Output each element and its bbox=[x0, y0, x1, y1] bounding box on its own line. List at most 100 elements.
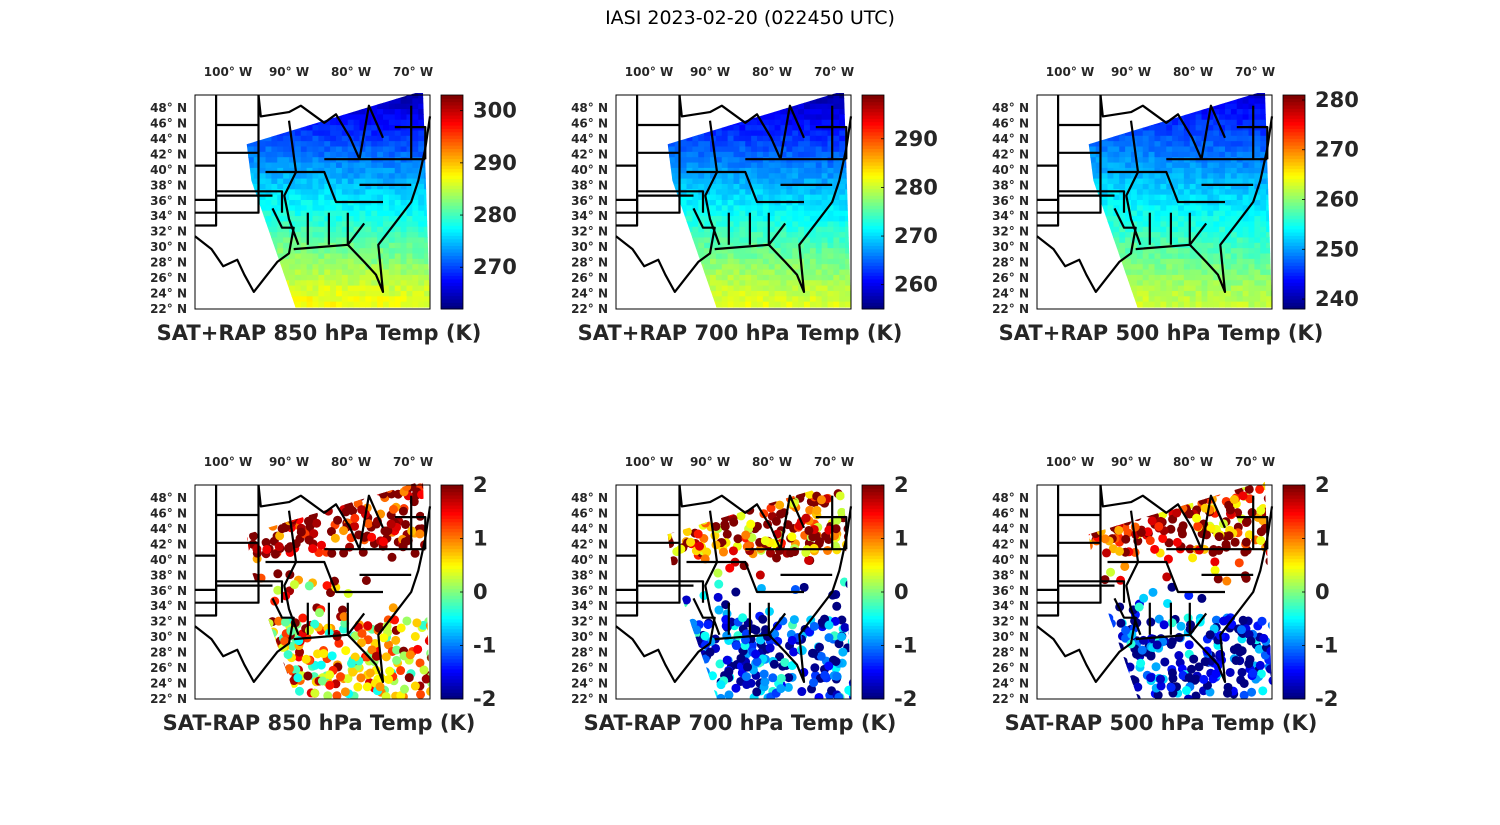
field-cell bbox=[353, 216, 361, 222]
field-cell bbox=[762, 93, 770, 99]
field-cell bbox=[651, 254, 657, 260]
field-cell bbox=[283, 296, 290, 303]
field-cell bbox=[353, 183, 361, 190]
field-cell bbox=[195, 227, 201, 233]
field-cell bbox=[845, 258, 852, 265]
field-cell bbox=[792, 93, 799, 99]
field-cell bbox=[698, 151, 705, 158]
field-cell bbox=[751, 200, 758, 206]
field-cell bbox=[207, 302, 213, 308]
field-cell bbox=[1136, 253, 1144, 260]
field-cell bbox=[1213, 173, 1220, 180]
field-cell bbox=[1195, 183, 1203, 190]
field-cell bbox=[792, 98, 799, 105]
field-cell bbox=[207, 179, 213, 185]
field-cell bbox=[821, 109, 829, 115]
field-cell bbox=[1107, 242, 1114, 249]
field-cell bbox=[265, 296, 272, 303]
field-cell bbox=[1148, 274, 1156, 281]
field-cell bbox=[780, 296, 787, 303]
field-cell bbox=[1213, 135, 1220, 142]
field-cell bbox=[751, 125, 758, 132]
boundary-line bbox=[346, 212, 366, 246]
field-cell bbox=[715, 301, 723, 308]
field-cell bbox=[1236, 93, 1244, 99]
field-cell bbox=[377, 98, 384, 105]
field-cell bbox=[283, 114, 290, 121]
field-cell bbox=[412, 269, 419, 276]
field-cell bbox=[306, 269, 314, 276]
field-cell bbox=[383, 221, 390, 228]
field-cell bbox=[698, 242, 705, 249]
field-cell bbox=[294, 221, 302, 228]
field-cell bbox=[253, 258, 261, 265]
field-cell bbox=[1142, 119, 1150, 126]
field-cell bbox=[412, 167, 419, 174]
field-cell bbox=[1113, 200, 1120, 206]
lat-tick-label: 42° N bbox=[571, 147, 608, 161]
field-cell bbox=[645, 280, 651, 286]
field-cell bbox=[1148, 290, 1156, 297]
field-cell bbox=[406, 189, 413, 196]
field-cell bbox=[1160, 93, 1167, 99]
field-cell bbox=[247, 103, 255, 110]
field-cell bbox=[271, 248, 278, 255]
field-cell bbox=[1201, 194, 1208, 201]
field-cell bbox=[1078, 286, 1084, 292]
field-cell bbox=[616, 216, 622, 222]
field-cell bbox=[1213, 183, 1220, 190]
field-cell bbox=[833, 141, 840, 148]
field-cell bbox=[1072, 291, 1078, 297]
field-cell bbox=[341, 130, 349, 137]
field-cell bbox=[1148, 232, 1156, 239]
field-cell bbox=[827, 258, 834, 265]
field-cell bbox=[640, 280, 646, 286]
field-cell bbox=[1189, 151, 1197, 158]
field-cell bbox=[236, 114, 242, 120]
field-cell bbox=[640, 163, 646, 169]
field-cell bbox=[271, 232, 278, 239]
lat-tick-label: 28° N bbox=[150, 256, 187, 270]
colorbar-step bbox=[441, 275, 463, 280]
map-svg: 100° W 90° W 80° W 70° W48° N46° N44° N42° … bbox=[150, 65, 517, 316]
field-cell bbox=[1172, 253, 1179, 260]
field-cell bbox=[616, 120, 622, 126]
field-cell bbox=[745, 189, 752, 196]
field-cell bbox=[839, 237, 846, 244]
field-cell bbox=[424, 253, 431, 260]
field-cell bbox=[757, 114, 764, 121]
field-cell bbox=[634, 237, 640, 243]
field-cell bbox=[628, 130, 634, 136]
field-cell bbox=[412, 216, 419, 222]
field-cell bbox=[406, 269, 413, 276]
field-cell bbox=[680, 119, 688, 126]
field-cell bbox=[195, 254, 201, 260]
field-cell bbox=[201, 184, 207, 190]
field-cell bbox=[347, 93, 355, 99]
field-cell bbox=[347, 280, 355, 287]
field-cell bbox=[1242, 173, 1250, 180]
field-cell bbox=[1072, 98, 1078, 104]
field-cell bbox=[341, 221, 349, 228]
field-cell bbox=[839, 93, 846, 99]
field-cell bbox=[1125, 194, 1132, 201]
field-cell bbox=[394, 114, 402, 121]
field-cell bbox=[412, 237, 419, 244]
field-cell bbox=[265, 119, 272, 126]
field-cell bbox=[207, 286, 213, 292]
field-cell bbox=[259, 200, 267, 206]
colorbar-step bbox=[441, 295, 463, 300]
field-cell bbox=[306, 280, 314, 287]
field-cell bbox=[1225, 264, 1232, 271]
field-cell bbox=[1242, 258, 1250, 265]
field-cell bbox=[1178, 216, 1185, 222]
field-cell bbox=[1131, 205, 1138, 212]
field-cell bbox=[300, 200, 308, 206]
field-cell bbox=[804, 93, 811, 99]
field-cell bbox=[330, 162, 337, 169]
field-cell bbox=[757, 253, 764, 260]
field-cell bbox=[1213, 189, 1220, 196]
boundary-line bbox=[767, 212, 787, 246]
field-cell bbox=[1088, 285, 1091, 292]
field-cell bbox=[300, 274, 308, 281]
